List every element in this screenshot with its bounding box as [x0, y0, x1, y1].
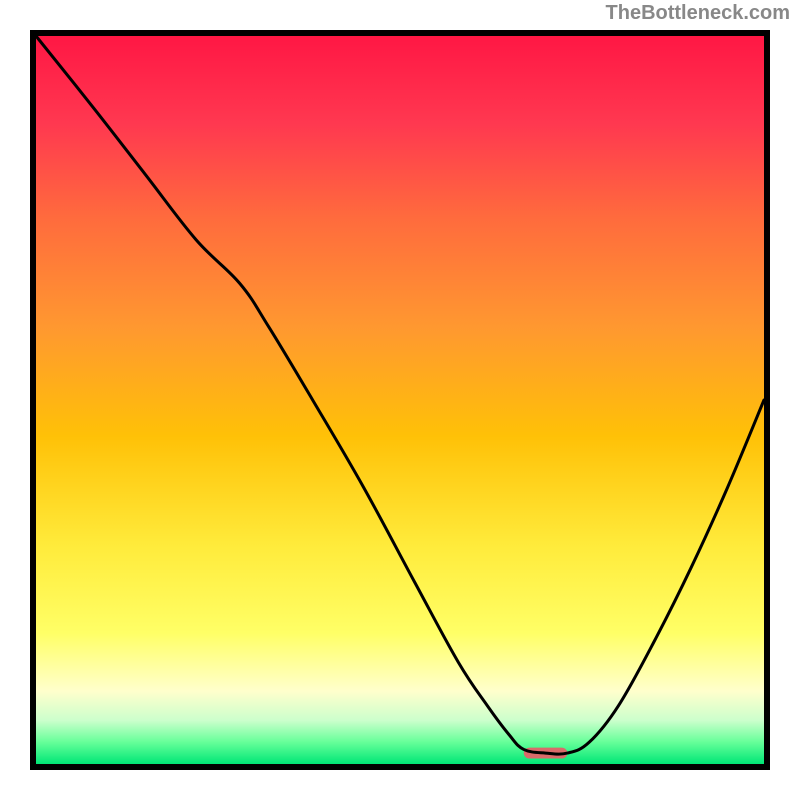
chart-svg	[30, 30, 770, 770]
watermark-text: TheBottleneck.com	[606, 2, 790, 25]
bottleneck-chart	[30, 30, 770, 770]
chart-background	[36, 36, 764, 764]
